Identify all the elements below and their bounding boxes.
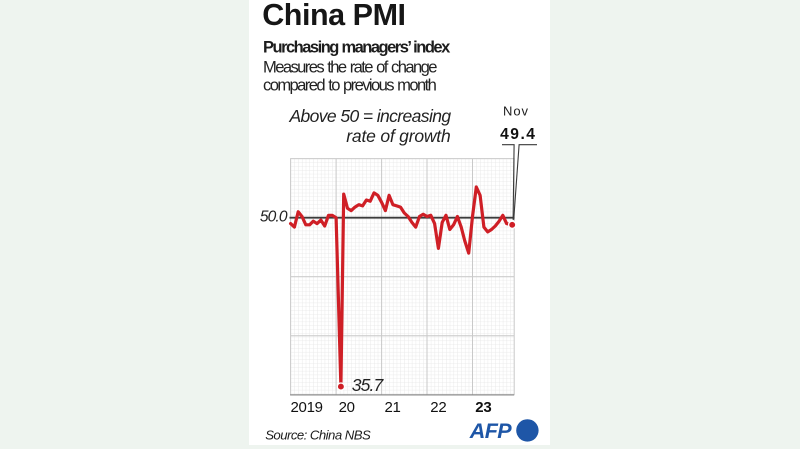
svg-text:20: 20	[339, 399, 355, 416]
svg-text:rate of growth: rate of growth	[346, 126, 450, 146]
svg-text:China PMI: China PMI	[262, 0, 405, 32]
svg-text:Above 50 = increasing: Above 50 = increasing	[288, 106, 451, 126]
svg-text:50.0: 50.0	[260, 209, 288, 226]
svg-text:Nov: Nov	[503, 103, 529, 118]
svg-text:Purchasing managers’ index: Purchasing managers’ index	[263, 38, 451, 56]
svg-text:22: 22	[430, 399, 446, 416]
svg-text:Measures the rate of change: Measures the rate of change	[263, 57, 437, 76]
svg-text:Source: China NBS: Source: China NBS	[265, 428, 371, 443]
svg-text:21: 21	[385, 399, 401, 416]
svg-text:23: 23	[475, 399, 491, 416]
svg-text:49.4: 49.4	[500, 126, 536, 143]
svg-text:compared to previous month: compared to previous month	[263, 76, 437, 95]
svg-text:2019: 2019	[291, 399, 323, 416]
svg-text:AFP: AFP	[469, 419, 512, 443]
svg-text:35.7: 35.7	[352, 375, 385, 395]
